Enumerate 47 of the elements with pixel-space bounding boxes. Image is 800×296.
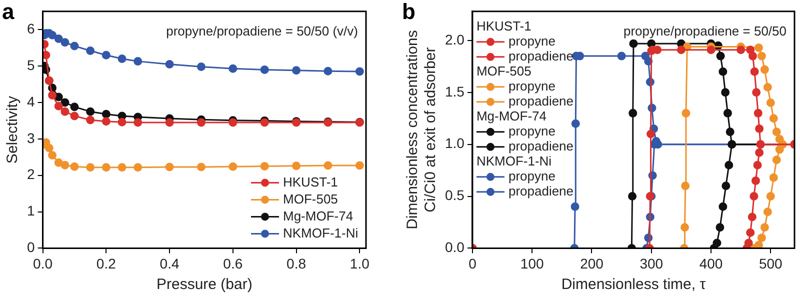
annotation: propyne/propadiene = 50/50 (v/v) (166, 23, 358, 38)
x-tick-label: 400 (699, 255, 723, 272)
y-tick-label: 6 (26, 20, 35, 36)
y-tick-label: 1.0 (444, 135, 465, 152)
y-tick-label: 1.5 (444, 83, 465, 100)
y-tick-label: 0.5 (444, 187, 465, 204)
y-axis-title: Selectivity (4, 96, 22, 164)
chart-title: a (2, 0, 15, 24)
annotation: HKUST-1 (476, 18, 532, 34)
x-tick-label: 1.0 (350, 255, 370, 272)
legend-label: propadiene (508, 138, 574, 154)
y-tick-label: 0.0 (444, 239, 465, 256)
x-tick-label: 200 (580, 255, 604, 272)
x-tick-label: 300 (640, 255, 664, 272)
chart-title: b (402, 0, 416, 24)
legend-label: propyne (508, 78, 556, 94)
x-tick-label: 500 (758, 255, 783, 272)
y-tick-label: 2 (26, 166, 35, 182)
legend-label: propadiene (508, 48, 574, 64)
legend-label: HKUST-1 (283, 174, 338, 190)
legend-label: NKMOF-1-Ni (283, 225, 358, 240)
legend-label: propyne (508, 168, 556, 184)
legend-label: MOF-505 (283, 191, 338, 206)
x-tick-label: 0.6 (223, 255, 243, 272)
x-axis-title: Pressure (bar) (156, 276, 252, 294)
legend-label: Mg-MOF-74 (283, 208, 354, 224)
x-tick-label: 100 (520, 255, 544, 272)
x-tick-label: 0.8 (286, 255, 306, 272)
annotation: Mg-MOF-74 (476, 108, 547, 124)
x-tick-label: 0.4 (160, 255, 180, 272)
y-axis-title: Dimensionless concentrations Ci/Ci0 at exit of adsorber (404, 30, 440, 230)
y-tick-label: 2.0 (444, 31, 465, 48)
legend-label: propyne (508, 123, 556, 138)
x-tick-label: 0 (468, 255, 477, 272)
y-tick-label: 1 (26, 202, 35, 219)
annotation: NKMOF-1-Ni (476, 153, 552, 168)
legend-label: propyne (508, 33, 556, 48)
annotation: propyne/propadiene = 50/50 (624, 23, 786, 38)
legend-label: propadiene (508, 183, 574, 198)
y-tick-label: 4 (26, 93, 35, 110)
x-axis-title: Dimensionless time, τ (561, 276, 706, 294)
annotation: MOF-505 (476, 63, 532, 78)
y-tick-label: 5 (26, 56, 35, 73)
x-tick-label: 0.2 (96, 255, 116, 272)
y-tick-label: 3 (26, 130, 35, 146)
legend-label: propadiene (508, 93, 574, 108)
y-tick-label: 0 (26, 239, 35, 256)
